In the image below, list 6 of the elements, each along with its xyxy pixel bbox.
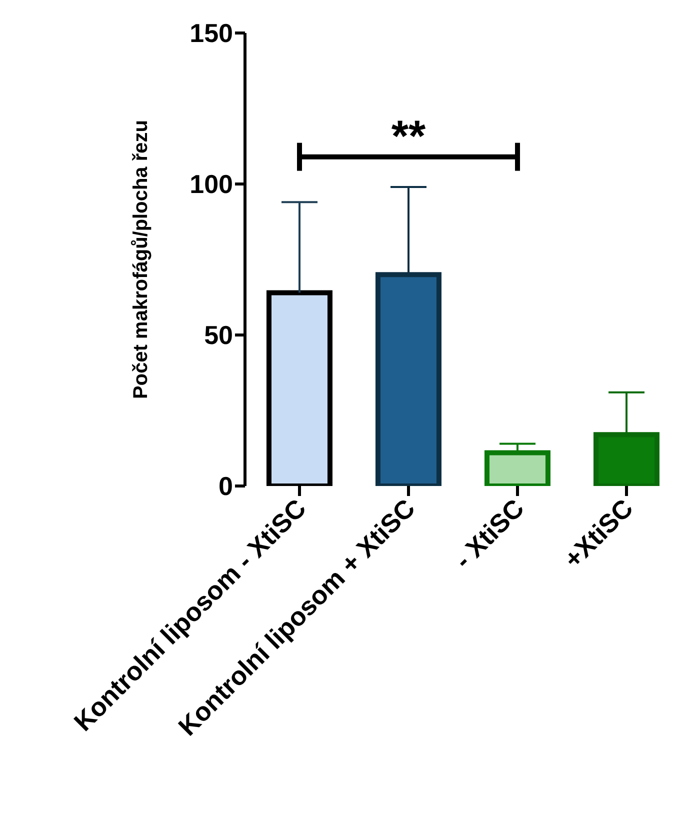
y-tick-label: 150: [190, 18, 233, 48]
y-axis-title: Počet makrofágů/plocha řezu: [130, 120, 152, 399]
y-tick-label: 100: [190, 169, 233, 200]
annotation: **: [391, 112, 426, 161]
y-tick-label: 0: [218, 471, 233, 502]
y-tick-label: 50: [204, 320, 233, 350]
